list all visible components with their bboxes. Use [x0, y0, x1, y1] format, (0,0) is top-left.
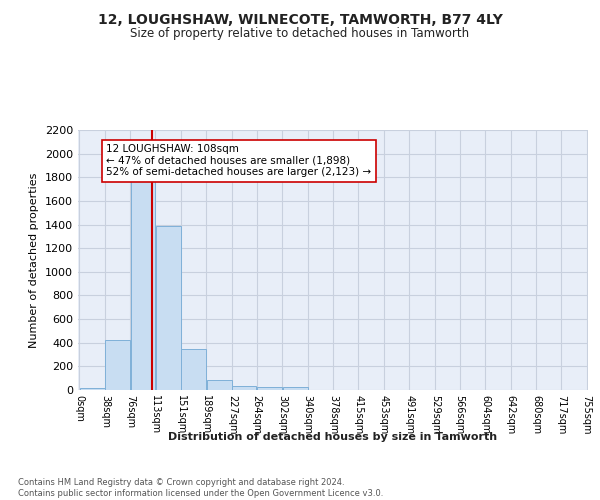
Text: Size of property relative to detached houses in Tamworth: Size of property relative to detached ho…: [130, 28, 470, 40]
Bar: [155, 226, 181, 390]
Bar: [181, 348, 206, 390]
Text: Distribution of detached houses by size in Tamworth: Distribution of detached houses by size …: [169, 432, 497, 442]
Bar: [283, 387, 308, 390]
Bar: [206, 380, 232, 390]
Bar: [232, 386, 256, 390]
Text: Contains HM Land Registry data © Crown copyright and database right 2024.
Contai: Contains HM Land Registry data © Crown c…: [18, 478, 383, 498]
Bar: [131, 178, 155, 390]
Y-axis label: Number of detached properties: Number of detached properties: [29, 172, 40, 348]
Bar: [257, 387, 282, 390]
Bar: [80, 388, 104, 390]
Text: 12 LOUGHSHAW: 108sqm
← 47% of detached houses are smaller (1,898)
52% of semi-de: 12 LOUGHSHAW: 108sqm ← 47% of detached h…: [106, 144, 371, 178]
Text: 12, LOUGHSHAW, WILNECOTE, TAMWORTH, B77 4LY: 12, LOUGHSHAW, WILNECOTE, TAMWORTH, B77 …: [98, 12, 502, 26]
Bar: [105, 340, 130, 390]
